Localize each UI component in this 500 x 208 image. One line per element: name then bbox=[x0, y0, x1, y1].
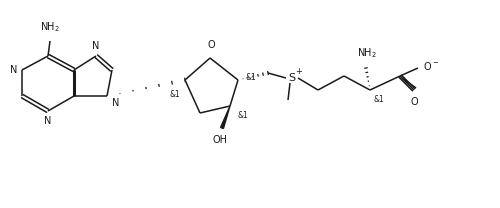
Text: O: O bbox=[410, 97, 418, 107]
Text: NH$_2$: NH$_2$ bbox=[40, 20, 60, 34]
Text: &1: &1 bbox=[169, 90, 180, 99]
Text: &1: &1 bbox=[246, 73, 257, 83]
Text: NH$_2$: NH$_2$ bbox=[357, 46, 377, 60]
Text: OH: OH bbox=[212, 135, 228, 145]
Text: S: S bbox=[288, 73, 296, 83]
Polygon shape bbox=[220, 106, 230, 129]
Text: N: N bbox=[112, 98, 120, 108]
Text: O: O bbox=[207, 40, 215, 50]
Text: &1: &1 bbox=[238, 111, 249, 120]
Text: &1: &1 bbox=[373, 95, 384, 104]
Text: N: N bbox=[44, 116, 52, 126]
Text: N: N bbox=[92, 41, 100, 51]
Text: +: + bbox=[296, 68, 302, 77]
Text: O$^-$: O$^-$ bbox=[423, 60, 439, 72]
Text: N: N bbox=[10, 65, 17, 75]
